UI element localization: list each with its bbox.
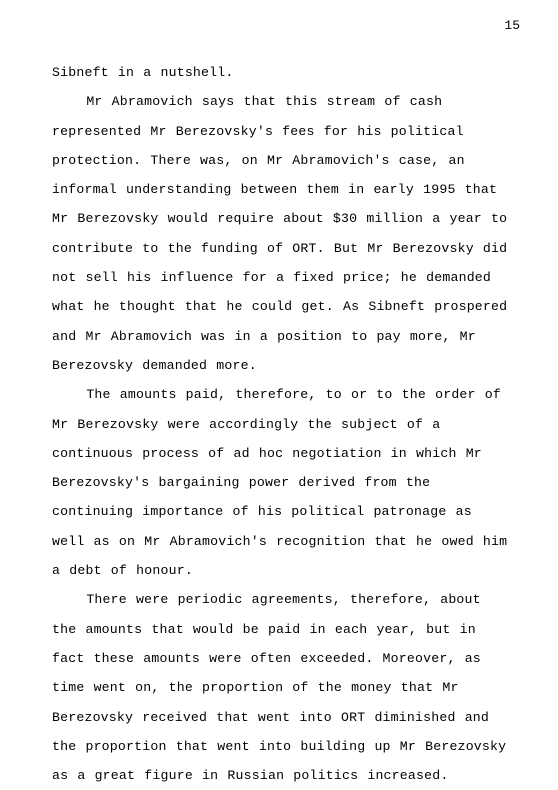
paragraph: There were periodic agreements, therefor… [52,585,510,790]
page-number: 15 [504,18,520,33]
paragraph: Mr Abramovich says that this stream of c… [52,87,510,380]
paragraph: Sibneft in a nutshell. [52,58,510,87]
paragraph: The amounts paid, therefore, to or to th… [52,380,510,585]
document-body: Sibneft in a nutshell. Mr Abramovich say… [52,58,510,790]
